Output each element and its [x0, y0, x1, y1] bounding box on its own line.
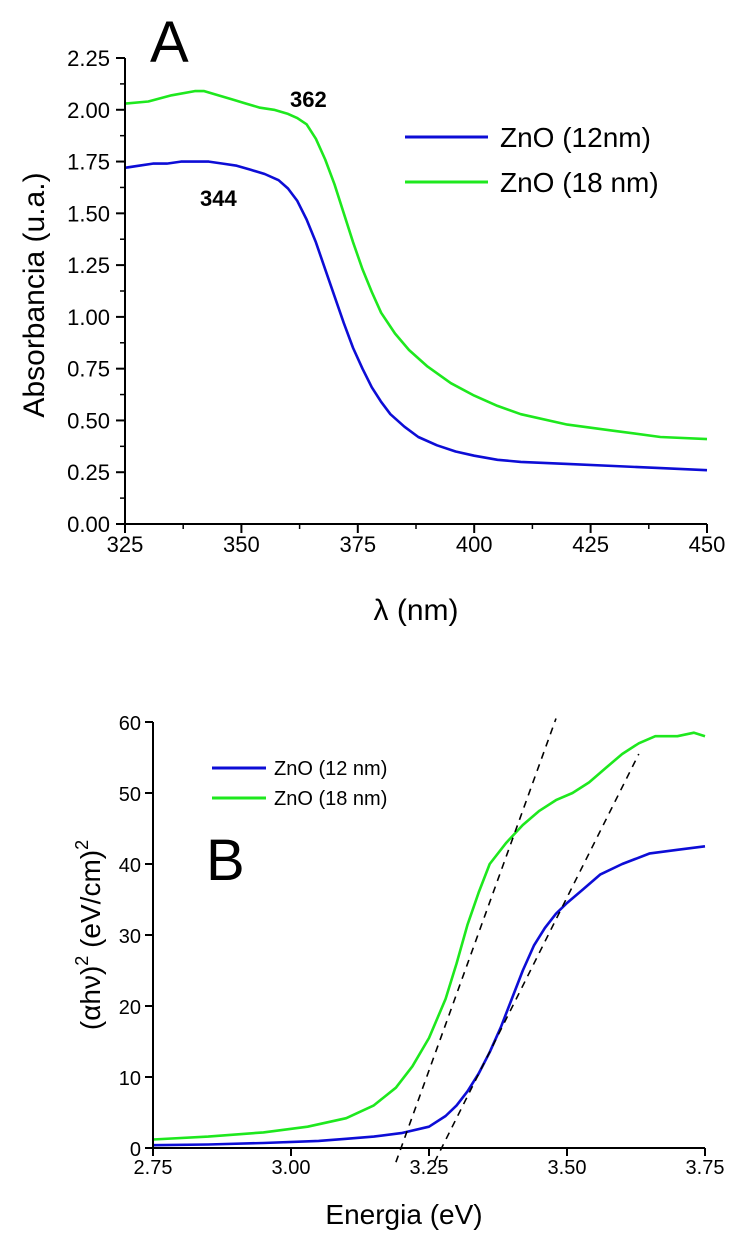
chart-a-y-tick-label: 0.25 [67, 460, 110, 485]
chart-b-series [152, 718, 706, 1163]
chart-a-x-axis-label: λ (nm) [374, 594, 459, 627]
chart-a-x-tick-label: 325 [107, 532, 144, 557]
chart-a-legend: ZnO (12nm) ZnO (18 nm) [405, 122, 659, 198]
chart-a-x-tick-label: 425 [572, 532, 609, 557]
chart-b-y-axis-label-sup2: 2 [72, 840, 92, 850]
chart-a-y-tick-label: 1.00 [67, 305, 110, 330]
chart-a-x-tick-label: 400 [456, 532, 493, 557]
chart-a-y-tick-label: 2.25 [67, 46, 110, 71]
chart-a-series-1 [124, 89, 708, 441]
chart-b-x-tick-label: 2.75 [134, 1157, 173, 1179]
chart-b-legend-label-18nm: ZnO (18 nm) [274, 788, 387, 810]
chart-a-series-0 [124, 160, 708, 472]
chart-b-y-axis-label-base: (αhν) [75, 966, 106, 1030]
chart-a-y-tick-label: 1.75 [67, 150, 110, 175]
chart-b-y-tick-label: 50 [119, 784, 141, 806]
chart-b-axes: 2.75 3.00 3.25 3.50 3.75 0 10 20 30 40 50 60 [119, 713, 725, 1179]
chart-b-series-1 [152, 731, 706, 1141]
chart-b-legend-label-12nm: ZnO (12 nm) [274, 758, 387, 780]
chart-a-y-tick-label: 0.75 [67, 357, 110, 382]
chart-b-x-tick-label: 3.25 [410, 1157, 449, 1179]
chart-b-y-tick-label: 20 [119, 997, 141, 1019]
chart-b-y-axis-label: (αhν)2 (eV/cm)2 [72, 840, 106, 1030]
chart-a-y-tick-label: 0.50 [67, 408, 110, 433]
chart-b-x-tick-label: 3.75 [686, 1157, 725, 1179]
chart-b-x-tick-label: 3.00 [272, 1157, 311, 1179]
chart-a-y-tick-label: 0.00 [67, 512, 110, 537]
chart-b-y-tick-label: 10 [119, 1068, 141, 1090]
chart-b: 2.75 3.00 3.25 3.50 3.75 0 10 20 30 40 50 60 B Ener… [72, 713, 724, 1230]
chart-a: 325 350 375 400 425 450 0.00 0.25 0.50 0.75 1.00 1.… [18, 10, 725, 627]
chart-b-y-axis-label-mid: (eV/cm) [75, 850, 106, 956]
chart-a-y-tick-label: 1.50 [67, 201, 110, 226]
chart-b-x-tick-label: 3.50 [548, 1157, 587, 1179]
chart-b-y-tick-label: 30 [119, 926, 141, 948]
chart-b-tangent-line-2 [395, 718, 557, 1163]
chart-b-panel-label: B [206, 828, 245, 893]
chart-a-y-tick-label: 1.25 [67, 253, 110, 278]
chart-a-y-tick-label: 2.00 [67, 98, 110, 123]
chart-a-x-tick-label: 450 [689, 532, 726, 557]
chart-a-legend-label-18nm: ZnO (18 nm) [500, 167, 659, 198]
chart-b-y-tick-label: 40 [119, 855, 141, 877]
chart-a-annotation-344: 344 [200, 186, 237, 211]
chart-a-x-tick-label: 375 [339, 532, 376, 557]
chart-b-y-axis-label-sup1: 2 [72, 956, 92, 966]
chart-a-series [124, 89, 708, 472]
chart-b-tangent-line-3 [433, 753, 640, 1163]
chart-b-y-tick-label: 0 [130, 1139, 141, 1161]
chart-a-y-axis-label: Absorbancia (u.a.) [18, 172, 51, 417]
chart-a-panel-label: A [150, 10, 189, 75]
chart-b-x-axis-label: Energia (eV) [325, 1199, 482, 1230]
chart-a-axes: 325 350 375 400 425 450 0.00 0.25 0.50 0.75 1.00 1.… [67, 46, 725, 557]
chart-a-x-tick-label: 350 [223, 532, 260, 557]
chart-a-annotation-362: 362 [290, 87, 327, 112]
chart-b-y-tick-label: 60 [119, 713, 141, 735]
chart-b-legend: ZnO (12 nm) ZnO (18 nm) [212, 758, 387, 810]
chart-a-legend-label-12nm: ZnO (12nm) [500, 122, 651, 153]
